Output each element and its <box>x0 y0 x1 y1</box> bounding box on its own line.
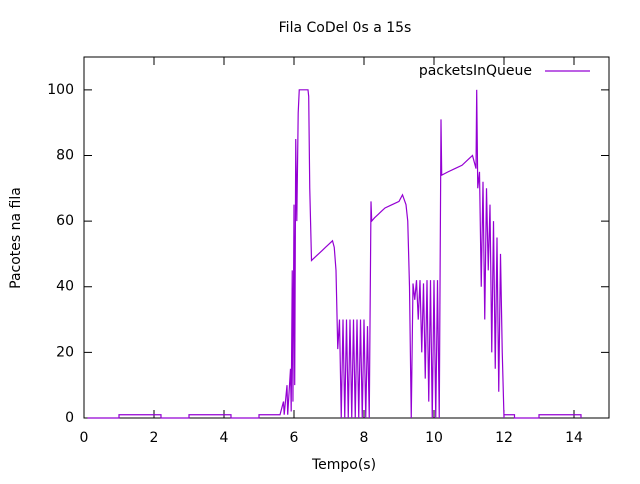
plot-frame <box>83 56 610 419</box>
y-tick-label: 80 <box>56 147 74 163</box>
x-tick-label: 2 <box>150 430 159 446</box>
y-axis-label: Pacotes na fila <box>8 187 24 289</box>
x-tick-label: 6 <box>290 430 299 446</box>
y-tick-label: 60 <box>56 213 74 229</box>
y-tick-label: 40 <box>56 279 74 295</box>
x-tick-label: 12 <box>495 430 513 446</box>
y-tick-label: 100 <box>47 82 74 98</box>
x-axis-label: Tempo(s) <box>311 457 376 473</box>
x-tick-label: 14 <box>565 430 583 446</box>
x-tick-label: 4 <box>220 430 229 446</box>
chart-title: Fila CoDel 0s a 15s <box>279 20 412 36</box>
legend-label: packetsInQueue <box>419 63 532 79</box>
x-tick-label: 0 <box>80 430 89 446</box>
x-tick-label: 8 <box>360 430 369 446</box>
x-tick-label: 10 <box>425 430 443 446</box>
data-line <box>87 89 582 419</box>
y-tick-label: 0 <box>65 410 74 426</box>
y-tick-label: 20 <box>56 344 74 360</box>
